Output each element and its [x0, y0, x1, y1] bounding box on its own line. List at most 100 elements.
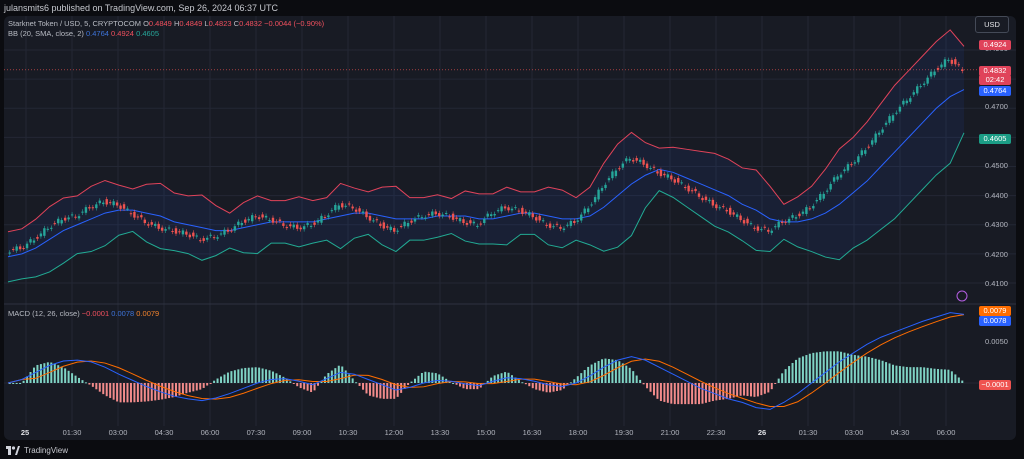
candle-body — [420, 217, 424, 219]
macd-histogram-bar — [860, 355, 863, 383]
bb-legend[interactable]: BB (20, SMA, close, 2) 0.4764 0.4924 0.4… — [8, 29, 159, 38]
candle-body — [683, 187, 687, 189]
candle-body — [140, 215, 143, 218]
macd-histogram-bar — [306, 383, 309, 391]
x-tick: 06:00 — [936, 428, 956, 437]
macd-histogram-bar — [826, 351, 829, 383]
candle-body — [39, 233, 43, 237]
macd-histogram-bar — [53, 363, 56, 383]
candle-body — [836, 176, 839, 180]
candle-body — [936, 68, 940, 70]
macd-histogram-bar — [268, 370, 271, 383]
candle-body — [164, 229, 167, 231]
macd-histogram-bar — [836, 351, 839, 383]
candle-body — [770, 230, 773, 233]
footer: TradingView — [6, 446, 68, 455]
candle-body — [943, 59, 947, 67]
macd-signal-value: 0.0079 — [136, 309, 160, 318]
macd-histogram-bar — [895, 365, 898, 383]
macd-histogram-bar — [587, 366, 590, 383]
macd-histogram-bar — [840, 351, 843, 383]
macd-histogram-bar — [43, 363, 46, 383]
candle-body — [853, 162, 857, 164]
chart-panel[interactable]: Starknet Token / USD, 5, CRYPTOCOM O0.48… — [4, 16, 1016, 440]
x-tick: 18:00 — [568, 428, 588, 437]
currency-button[interactable]: USD — [975, 16, 1009, 33]
candle-body — [548, 223, 552, 228]
candle-body — [195, 235, 198, 237]
macd-histogram-bar — [181, 383, 184, 395]
symbol-name[interactable]: Starknet Token / USD, 5, CRYPTOCOM — [8, 19, 141, 28]
candle-body — [98, 200, 101, 204]
macd-histogram-bar — [19, 383, 22, 384]
macd-histogram-bar — [919, 367, 922, 383]
candle-body — [8, 252, 11, 254]
macd-y-tick: 0.0050 — [985, 337, 1008, 346]
x-tick: 03:00 — [108, 428, 128, 437]
candle-body — [950, 59, 954, 64]
macd-histogram-bar — [753, 383, 756, 397]
macd-histogram-bar — [815, 352, 818, 383]
candle-body — [895, 112, 898, 114]
candle-body — [250, 215, 254, 222]
candle-body — [867, 146, 870, 148]
candle-body — [95, 204, 98, 209]
candle-body — [396, 230, 399, 232]
candle-body — [244, 219, 247, 223]
macd-histogram-bar — [798, 357, 801, 383]
macd-histogram-bar — [143, 383, 146, 402]
macd-histogram-bar — [878, 359, 881, 383]
macd-histogram-bar — [417, 375, 420, 383]
macd-histogram-bar — [105, 383, 108, 397]
macd-histogram-bar — [434, 373, 437, 383]
macd-histogram-bar — [116, 383, 119, 402]
macd-histogram-bar — [788, 366, 791, 383]
candle-body — [607, 178, 611, 181]
macd-histogram-bar — [129, 383, 132, 403]
x-tick: 10:30 — [338, 428, 358, 437]
candle-body — [143, 219, 147, 223]
candle-body — [292, 224, 295, 228]
macd-histogram-bar — [843, 352, 846, 383]
macd-legend[interactable]: MACD (12, 26, close) −0.0001 0.0078 0.00… — [8, 309, 159, 318]
candle-body — [767, 229, 770, 232]
candle-body — [535, 217, 538, 221]
candle-body — [344, 205, 347, 207]
candle-body — [905, 100, 909, 104]
macd-histogram-bar — [22, 380, 25, 383]
footer-brand: TradingView — [24, 446, 69, 455]
candle-body — [663, 173, 666, 176]
macd-histogram-bar — [202, 383, 205, 388]
candle-body — [871, 140, 874, 145]
candle-body — [351, 206, 354, 209]
macd-histogram-bar — [954, 374, 957, 383]
macd-histogram-bar — [857, 355, 860, 383]
macd-histogram-bar — [240, 368, 243, 383]
macd-histogram-bar — [393, 383, 396, 399]
candle-body — [257, 217, 261, 220]
candle-body — [704, 196, 708, 200]
candle-body — [313, 222, 316, 225]
macd-histogram-bar — [226, 372, 229, 383]
y-tick: 0.4700 — [985, 102, 1008, 111]
candle-body — [746, 218, 749, 224]
macd-histogram-bar — [673, 383, 676, 405]
macd-histogram-bar — [646, 383, 649, 389]
y-tick: 0.4300 — [985, 220, 1008, 229]
macd-histogram-bar — [535, 383, 538, 390]
macd-histogram-bar — [711, 383, 714, 402]
macd-histogram-bar — [642, 383, 645, 385]
candle-body — [819, 194, 822, 200]
candle-body — [666, 174, 670, 178]
candle-body — [645, 163, 649, 169]
candle-body — [711, 199, 715, 206]
candle-body — [961, 69, 964, 71]
candle-body — [562, 228, 566, 230]
candle-body — [386, 226, 389, 228]
basis-tag: 0.4764 — [979, 86, 1011, 96]
macd-histogram-bar — [365, 383, 368, 394]
chart-canvas[interactable] — [4, 16, 1016, 440]
candle-body — [465, 223, 469, 225]
candle-body — [347, 203, 351, 205]
